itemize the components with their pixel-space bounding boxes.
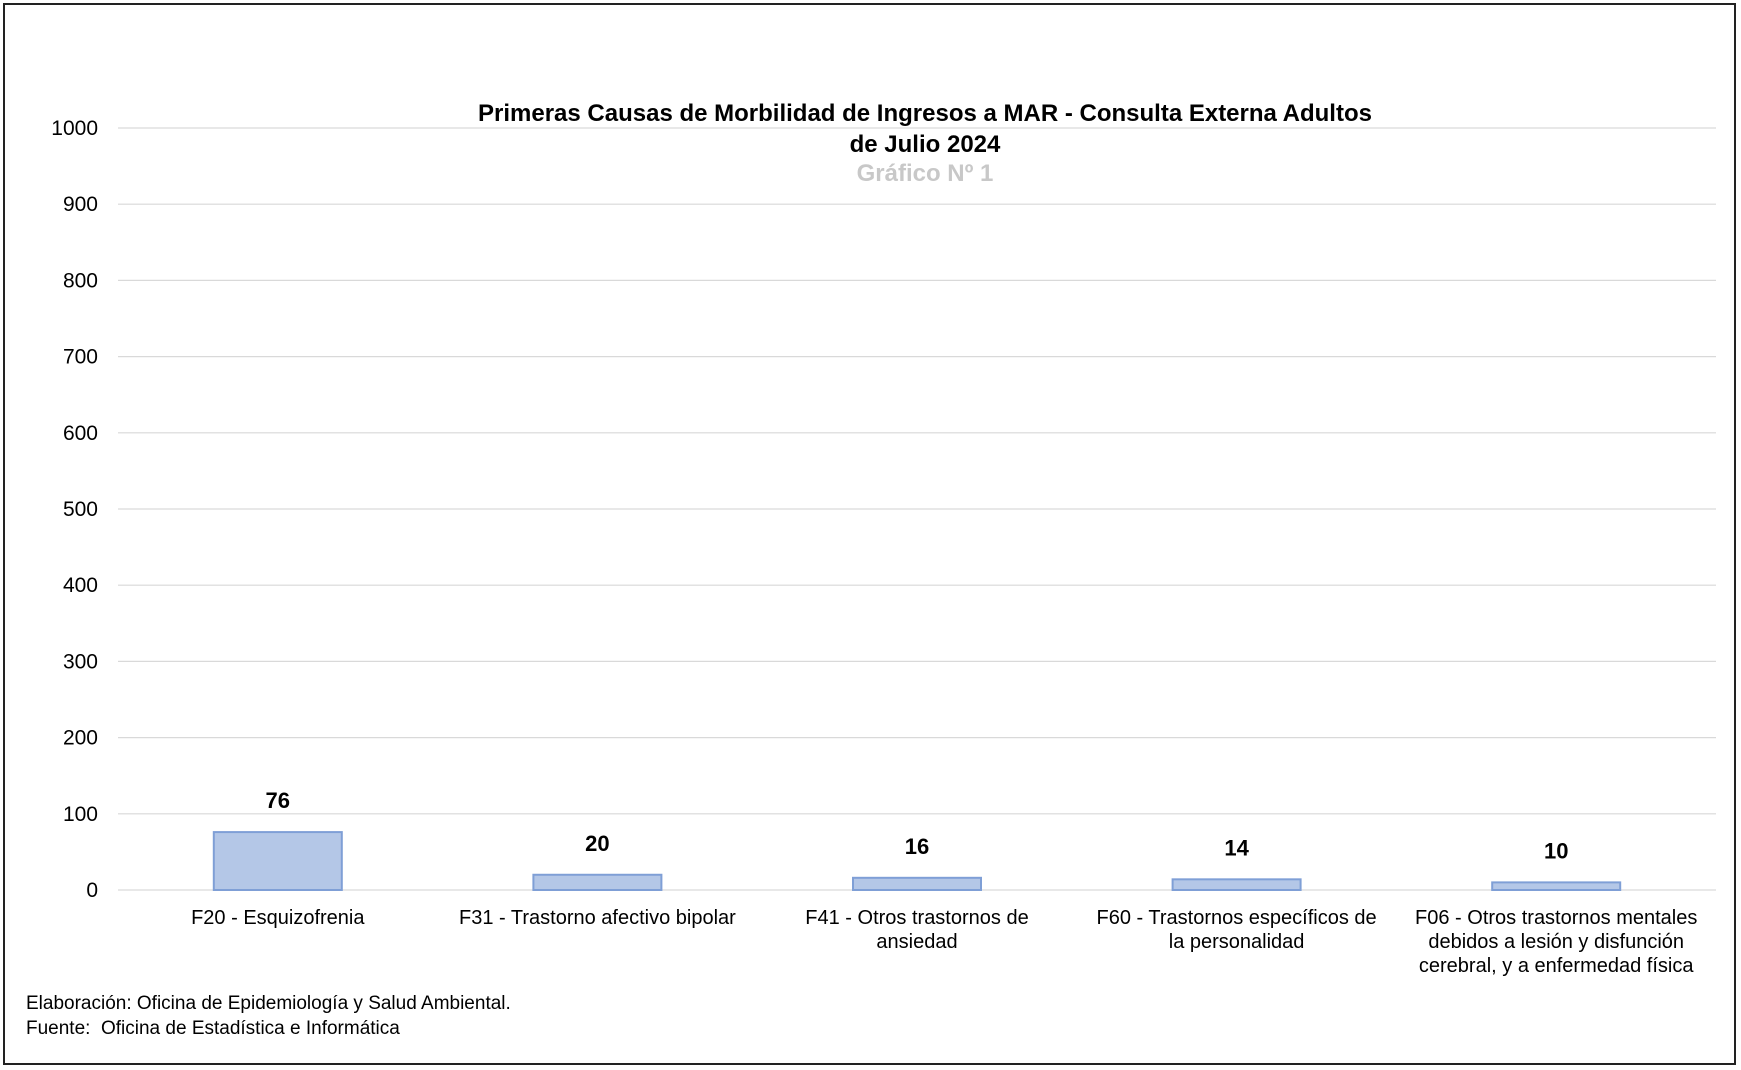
category-label: F41 - Otros trastornos de	[805, 907, 1028, 929]
data-label: 76	[266, 788, 290, 813]
y-tick-label: 300	[63, 650, 98, 673]
bar	[212, 831, 343, 892]
y-tick-label: 400	[63, 574, 98, 597]
y-tick-label: 600	[63, 422, 98, 445]
gridlines	[118, 127, 1716, 891]
chart-subtitle: Gráfico Nº 1	[857, 160, 994, 187]
bar	[852, 876, 982, 891]
bars	[212, 831, 1622, 892]
data-label: 16	[905, 834, 929, 859]
y-tick-label: 0	[86, 879, 98, 902]
footnote-fuente: Fuente: Oficina de Estadística e Informá…	[26, 1018, 400, 1039]
category-label: ansiedad	[876, 931, 957, 953]
y-tick-label: 100	[63, 803, 98, 826]
y-tick-label: 700	[63, 346, 98, 369]
bar	[1491, 881, 1622, 892]
category-label: F06 - Otros trastornos mentales	[1415, 907, 1697, 929]
y-tick-label: 500	[63, 498, 98, 521]
bar	[1171, 878, 1302, 891]
data-labels: 76 20 16 14 10	[266, 788, 1569, 863]
y-tick-label: 1000	[51, 117, 98, 140]
data-label: 14	[1224, 835, 1249, 860]
y-tick-label: 800	[63, 269, 98, 292]
bar	[532, 873, 663, 892]
y-axis-ticks: 0 100 200 300 400 500 600 700 800 900 1000	[51, 117, 98, 902]
category-label: F20 - Esquizofrenia	[191, 907, 365, 929]
y-tick-label: 900	[63, 193, 98, 216]
category-label: debidos a lesión y disfunción	[1428, 931, 1684, 953]
chart-title: Primeras Causas de Morbilidad de Ingreso…	[478, 100, 1372, 158]
data-label: 10	[1544, 838, 1568, 863]
chart-title-line: Primeras Causas de Morbilidad de Ingreso…	[478, 100, 1372, 127]
category-label: cerebral, y a enfermedad física	[1419, 955, 1694, 977]
data-label: 20	[585, 831, 609, 856]
y-tick-label: 200	[63, 727, 98, 750]
category-label: F60 - Trastornos específicos de	[1097, 907, 1377, 929]
category-label: la personalidad	[1169, 931, 1305, 953]
chart-title-line: de Julio 2024	[850, 131, 1001, 158]
x-axis-categories: F20 - Esquizofrenia F31 - Trastorno afect…	[191, 907, 1697, 977]
footnote-elaboracion: Elaboración: Oficina de Epidemiología y …	[26, 993, 511, 1014]
category-label: F31 - Trastorno afectivo bipolar	[459, 907, 736, 929]
